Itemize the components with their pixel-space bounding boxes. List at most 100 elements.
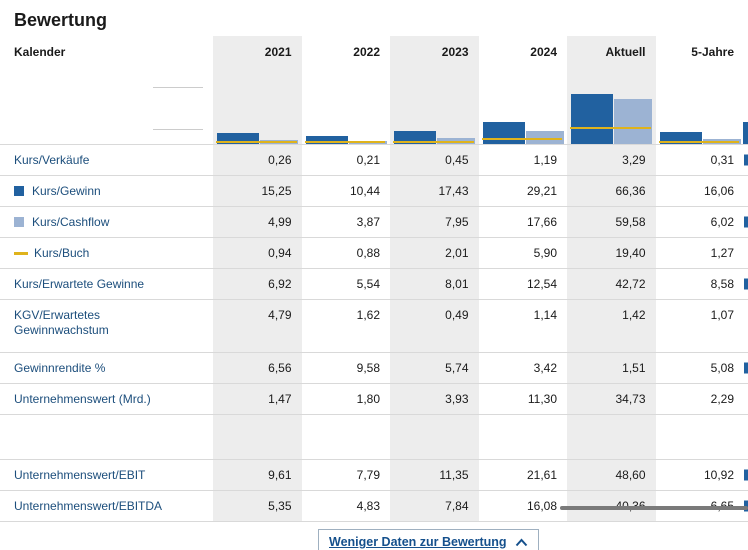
toggle-bewertung-label: Weniger Daten zur Bewertung <box>329 535 507 549</box>
table-cell: 0,88 <box>356 246 380 260</box>
table-cell: 7,95 <box>390 207 479 237</box>
row-label-text: Unternehmenswert (Mrd.) <box>14 391 151 406</box>
table-cell: 7,84 <box>390 491 479 521</box>
table-cell: 16,08 <box>526 499 557 513</box>
table-cell: 7,79 <box>356 468 380 482</box>
table-cell: 34,73 <box>567 384 656 414</box>
kurs-gewinn-bar <box>217 132 259 144</box>
table-row: Kurs/Gewinn 15,25 10,44 17,43 29,21 66,36 16,0… <box>0 175 748 206</box>
table-cell: 6,56 <box>213 353 302 383</box>
kurs-cashflow-legend-icon <box>14 217 24 227</box>
table-cell: 5,90 <box>533 246 557 260</box>
table-cell: 8,58 <box>710 277 734 291</box>
table-cell: 3,93 <box>390 384 479 414</box>
table-cell: 1,14 <box>533 308 557 322</box>
row-label-text: Gewinnrendite % <box>14 360 106 375</box>
table-cell: 1,42 <box>567 300 656 352</box>
table-cell: 0,45 <box>390 145 479 175</box>
table-cell: 0,94 <box>213 238 302 268</box>
row-label: Kurs/Buch <box>0 238 213 268</box>
cutoff-content <box>744 154 748 166</box>
table-cell <box>567 415 656 459</box>
row-label-text: Unternehmenswert/EBIT <box>14 467 146 482</box>
cutoff-content <box>744 362 748 374</box>
column-header-2022: 2022 <box>353 45 380 59</box>
table-cell: 11,35 <box>390 460 479 490</box>
kurs-buch-line <box>304 141 385 143</box>
chart-cell-2023 <box>390 68 479 144</box>
row-label <box>0 415 213 459</box>
table-cell: 4,99 <box>213 207 302 237</box>
chart-cell-5-jahre <box>656 68 745 144</box>
table-cell: 19,40 <box>567 238 656 268</box>
kurs-cashflow-bar <box>614 99 652 144</box>
row-label-text: Unternehmenswert/EBITDA <box>14 498 163 513</box>
horizontal-scrollbar[interactable] <box>560 506 748 510</box>
table-cell: 3,29 <box>567 145 656 175</box>
row-label-text: Kurs/Verkäufe <box>14 152 90 167</box>
kurs-buch-line <box>216 141 297 143</box>
row-label-text: KGV/Erwartetes Gewinnwachstum <box>14 308 109 337</box>
table-cell: 5,35 <box>213 491 302 521</box>
table-cell: 17,43 <box>390 176 479 206</box>
table-row: Kurs/Cashflow 4,99 3,87 7,95 17,66 59,58 6,02 <box>0 206 748 237</box>
table-cell: 11,30 <box>527 392 557 406</box>
table-cell: 12,54 <box>526 277 557 291</box>
table-cell <box>390 415 479 459</box>
row-label: Kurs/Verkäufe <box>0 145 213 175</box>
cutoff-content <box>744 278 748 290</box>
table-cell: 1,62 <box>356 308 380 322</box>
row-label: Kurs/Erwartete Gewinne <box>0 269 213 299</box>
column-header-kalender: Kalender <box>14 45 66 59</box>
table-row: Kurs/Buch 0,94 0,88 2,01 5,90 19,40 1,27 <box>0 237 748 268</box>
column-header-2021: 2021 <box>213 36 302 68</box>
row-label: Unternehmenswert/EBITDA <box>0 491 213 521</box>
table-cell: 17,66 <box>526 215 557 229</box>
page-title: Bewertung <box>14 10 108 30</box>
kurs-buch-line <box>481 137 562 140</box>
table-cell: 6,02 <box>710 215 734 229</box>
kurs-buch-line <box>658 141 739 143</box>
table-cell: 3,42 <box>533 361 557 375</box>
table-row: Gewinnrendite % 6,56 9,58 5,74 3,42 1,51 5,08 <box>0 352 748 383</box>
header-row: Kalender 2021 2022 2023 2024 Aktuell 5-Jahre <box>0 36 748 68</box>
axis-tick-icon <box>153 129 203 130</box>
row-label: Kurs/Gewinn <box>0 176 213 206</box>
column-header-2024: 2024 <box>530 45 557 59</box>
table-row: KGV/Erwartetes Gewinnwachstum 4,79 1,62 0,4… <box>0 299 748 352</box>
chart-cell-2022 <box>302 68 391 144</box>
table-cell: 42,72 <box>567 269 656 299</box>
kurs-buch-line <box>570 127 651 130</box>
table-cell: 0,21 <box>356 153 380 167</box>
kurs-cashflow-bar <box>525 130 564 144</box>
cutoff-content <box>744 216 748 228</box>
toggle-bewertung-button[interactable]: Weniger Daten zur Bewertung <box>318 529 539 550</box>
table-cell <box>213 415 302 459</box>
table-cell: 1,27 <box>710 246 734 260</box>
table-cell: 1,07 <box>710 308 734 322</box>
table-cell: 10,92 <box>703 468 734 482</box>
chart-cell-aktuell <box>567 68 656 144</box>
table-cell: 9,61 <box>213 460 302 490</box>
table-cell: 5,08 <box>710 361 734 375</box>
row-label: Unternehmenswert (Mrd.) <box>0 384 213 414</box>
table-cell <box>656 415 745 459</box>
kurs-gewinn-bar <box>305 136 348 144</box>
table-cell: 5,54 <box>356 277 380 291</box>
table-cell: 1,19 <box>533 153 557 167</box>
row-label-text: Kurs/Buch <box>34 245 90 260</box>
row-label-text: Kurs/Gewinn <box>32 183 101 198</box>
kurs-buch-legend-icon <box>14 251 28 255</box>
cutoff-bar <box>743 122 748 144</box>
table-row: Unternehmenswert (Mrd.) 1,47 1,80 3,93 11,30… <box>0 383 748 414</box>
table-cell: 5,74 <box>390 353 479 383</box>
row-label: Unternehmenswert/EBIT <box>0 460 213 490</box>
table-cell: 59,58 <box>567 207 656 237</box>
cutoff-content <box>744 469 748 481</box>
chevron-up-icon <box>515 538 527 546</box>
row-label-text: Kurs/Cashflow <box>32 214 110 229</box>
kurs-buch-line <box>393 140 474 143</box>
kurs-gewinn-bar <box>659 131 702 144</box>
column-header-2023: 2023 <box>390 36 479 68</box>
table-cell: 29,21 <box>526 184 557 198</box>
